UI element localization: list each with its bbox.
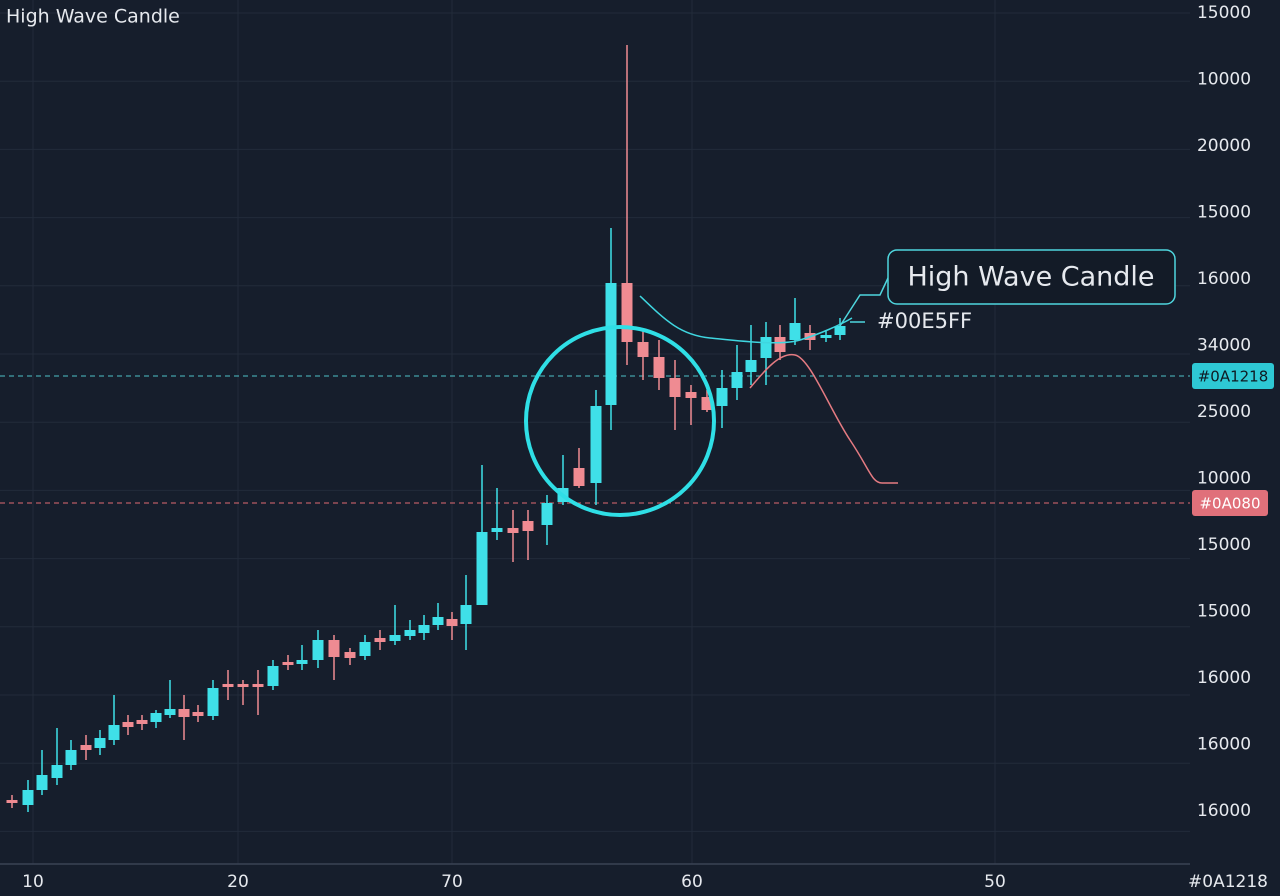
candle-body <box>237 684 249 687</box>
x-tick-label: 50 <box>984 872 1006 892</box>
y-tick-label: 15000 <box>1197 602 1251 622</box>
candle-body <box>136 720 148 724</box>
annotation-note: #00E5FF <box>877 309 972 333</box>
y-tick-label: 16000 <box>1197 735 1251 755</box>
candle-body <box>51 765 63 778</box>
candle-body <box>669 378 681 397</box>
candle-body <box>432 617 444 625</box>
highlight-circle <box>524 325 716 517</box>
y-axis-labels: 15000 10000 20000 15000 16000 34000 25000 10000… <box>1197 3 1251 821</box>
candle-body <box>789 323 801 340</box>
candle-body <box>344 652 356 658</box>
y-tick-label: 16000 <box>1197 668 1251 688</box>
candle-body <box>731 372 743 388</box>
candle-body <box>653 357 665 378</box>
y-tick-label: 20000 <box>1197 136 1251 156</box>
candle-body <box>108 725 120 740</box>
candle-body <box>222 684 234 687</box>
candle-body <box>282 662 294 665</box>
candle-body <box>491 528 503 532</box>
y-tick-label: 34000 <box>1197 336 1251 356</box>
candle-body <box>164 709 176 715</box>
candle-body <box>178 709 190 717</box>
price-tag-cyan <box>1192 363 1274 389</box>
candle-body <box>522 521 534 531</box>
candle-body <box>328 640 340 657</box>
grid <box>0 0 1190 864</box>
candle-body <box>605 283 617 405</box>
candle-body <box>541 503 553 525</box>
candle-body <box>476 532 488 605</box>
candle-body <box>590 406 602 483</box>
candle-body <box>820 335 832 338</box>
annotation-label: High Wave Candle <box>907 262 1154 293</box>
y-tick-label: 15000 <box>1197 203 1251 223</box>
candle-body <box>22 790 34 805</box>
y-tick-label: 16000 <box>1197 801 1251 821</box>
candle-body <box>296 660 308 664</box>
annotation-box <box>887 249 1176 305</box>
y-tick-label: 15000 <box>1197 3 1251 23</box>
price-tag-red <box>1192 490 1268 516</box>
candle-body <box>389 635 401 641</box>
candle-body <box>774 337 786 352</box>
candle-body <box>573 468 585 486</box>
y-tick-label: 10000 <box>1197 70 1251 90</box>
candle-body <box>65 750 77 765</box>
candle-body <box>834 326 846 335</box>
candle-body <box>760 337 772 358</box>
candle-body <box>80 745 92 750</box>
candle-body <box>701 397 713 410</box>
candle-body <box>150 713 162 722</box>
indicator-line-red <box>749 354 898 484</box>
x-tick-label: #0A1218 <box>1188 872 1268 892</box>
candle-body <box>359 642 371 656</box>
annotation-connector <box>839 277 889 327</box>
x-tick-label: 20 <box>227 872 249 892</box>
y-tick-label: 16000 <box>1197 269 1251 289</box>
candle-body <box>621 283 633 342</box>
y-tick-label: 15000 <box>1197 535 1251 555</box>
candle-body <box>192 712 204 716</box>
x-tick-label: 10 <box>22 872 44 892</box>
candle-body <box>122 722 134 727</box>
candle-body <box>745 360 757 372</box>
candle-body <box>446 619 458 626</box>
x-axis-labels: 10 20 70 60 50 #0A1218 <box>22 872 1268 892</box>
candle-body <box>404 630 416 636</box>
y-tick-label: 25000 <box>1197 402 1251 422</box>
candle-body <box>374 638 386 642</box>
candles <box>6 45 846 812</box>
price-tag-label: #0A080 <box>1199 495 1260 513</box>
candle-body <box>252 684 264 687</box>
candle-body <box>418 625 430 633</box>
candle-body <box>312 640 324 660</box>
indicator-line-cyan <box>639 295 853 344</box>
y-tick-label: 10000 <box>1197 469 1251 489</box>
candle-body <box>207 688 219 716</box>
price-tag-label: #0A1218 <box>1198 368 1269 386</box>
candle-body <box>36 775 48 790</box>
chart-title: High Wave Candle <box>6 6 180 28</box>
candle-body <box>460 605 472 624</box>
candle-body <box>507 528 519 533</box>
candle-body <box>637 342 649 357</box>
x-tick-label: 60 <box>681 872 703 892</box>
x-tick-label: 70 <box>441 872 463 892</box>
candle-body <box>6 800 18 803</box>
candle-body <box>716 388 728 406</box>
candle-body <box>267 666 279 686</box>
candle-body <box>94 738 106 748</box>
candle-body <box>685 392 697 398</box>
